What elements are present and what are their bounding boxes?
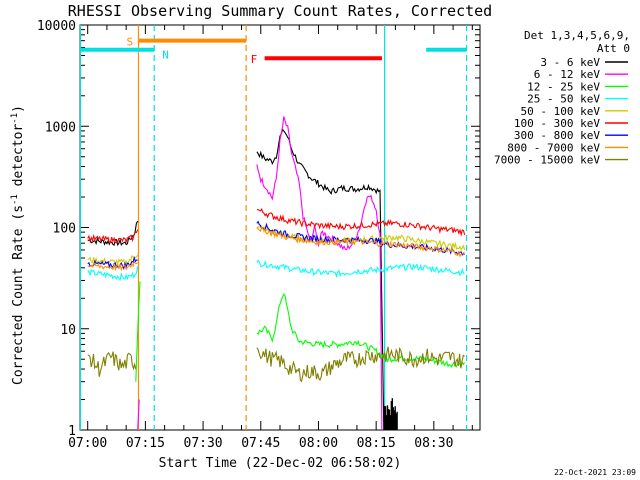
series-7 — [87, 225, 465, 272]
legend-header-detectors: Det 1,3,4,5,6,9, — [524, 29, 630, 42]
legend-entry-label: 6 - 12 keV — [534, 68, 601, 81]
legend-header-attenuator: Att 0 — [597, 42, 630, 55]
y-tick-label: 100 — [53, 222, 76, 237]
status-bar-label: N — [162, 49, 169, 62]
series-1 — [137, 116, 383, 431]
series-2 — [135, 281, 466, 382]
series-line — [87, 229, 139, 244]
y-axis-label: Corrected Count Rate (s-1 detector-1) — [10, 105, 26, 385]
x-tick-label: 08:15 — [357, 436, 396, 451]
series-8 — [87, 346, 465, 383]
y-tick-label: 1000 — [45, 120, 76, 135]
series-line — [87, 266, 139, 282]
x-tick-label: 07:00 — [68, 436, 107, 451]
legend-entry-label: 300 - 800 keV — [514, 129, 600, 142]
y-axis-label-unit-b: -1 — [10, 113, 20, 124]
series-line — [87, 351, 137, 377]
y-tick-label: 1 — [68, 424, 76, 439]
series-0 — [87, 128, 385, 431]
x-tick-label: 07:15 — [126, 436, 165, 451]
series-line — [137, 399, 140, 431]
y-axis-label-mid: detector — [11, 124, 26, 195]
y-axis-label-main: Corrected Count Rate (s — [11, 205, 26, 385]
series-line — [256, 226, 466, 251]
status-bar-label: F — [251, 53, 258, 66]
series-line — [256, 346, 465, 383]
legend-entry-label: 800 - 7000 keV — [507, 141, 600, 154]
series-line — [87, 254, 139, 267]
plot-area: S N F — [79, 24, 481, 431]
footer-timestamp: 22-Oct-2021 23:09 — [554, 468, 636, 477]
series-5 — [87, 208, 466, 244]
x-axis-label: Start Time (22-Dec-02 06:58:02) — [159, 456, 402, 471]
series-line — [256, 128, 385, 431]
series-line — [256, 259, 465, 279]
series-line — [87, 260, 138, 272]
series-line — [256, 208, 466, 237]
x-tick-label: 07:45 — [241, 436, 280, 451]
x-tick-label: 07:30 — [184, 436, 223, 451]
series-line — [256, 293, 466, 369]
noise-spikes — [383, 398, 398, 430]
legend-entry-label: 12 - 25 keV — [527, 80, 600, 93]
legend-entry-label: 50 - 100 keV — [521, 105, 601, 118]
status-bar-label: S — [126, 36, 133, 49]
series-line — [135, 281, 141, 382]
x-tick-label: 08:30 — [414, 436, 453, 451]
series-3 — [87, 259, 465, 282]
legend-entry-label: 3 - 6 keV — [540, 56, 600, 69]
y-axis-label-end: ) — [11, 105, 26, 113]
chart-title: RHESSI Observing Summary Count Rates, Co… — [68, 2, 492, 20]
legend-entry-label: 25 - 50 keV — [527, 93, 600, 106]
y-tick-label: 10 — [60, 323, 76, 338]
y-axis-label-unit-a: -1 — [10, 194, 20, 205]
legend-entry-label: 100 - 300 keV — [514, 117, 600, 130]
x-tick-label: 08:00 — [299, 436, 338, 451]
y-tick-label: 10000 — [37, 19, 76, 34]
series-line — [256, 225, 465, 258]
legend-entry-label: 7000 - 15000 keV — [494, 154, 600, 167]
